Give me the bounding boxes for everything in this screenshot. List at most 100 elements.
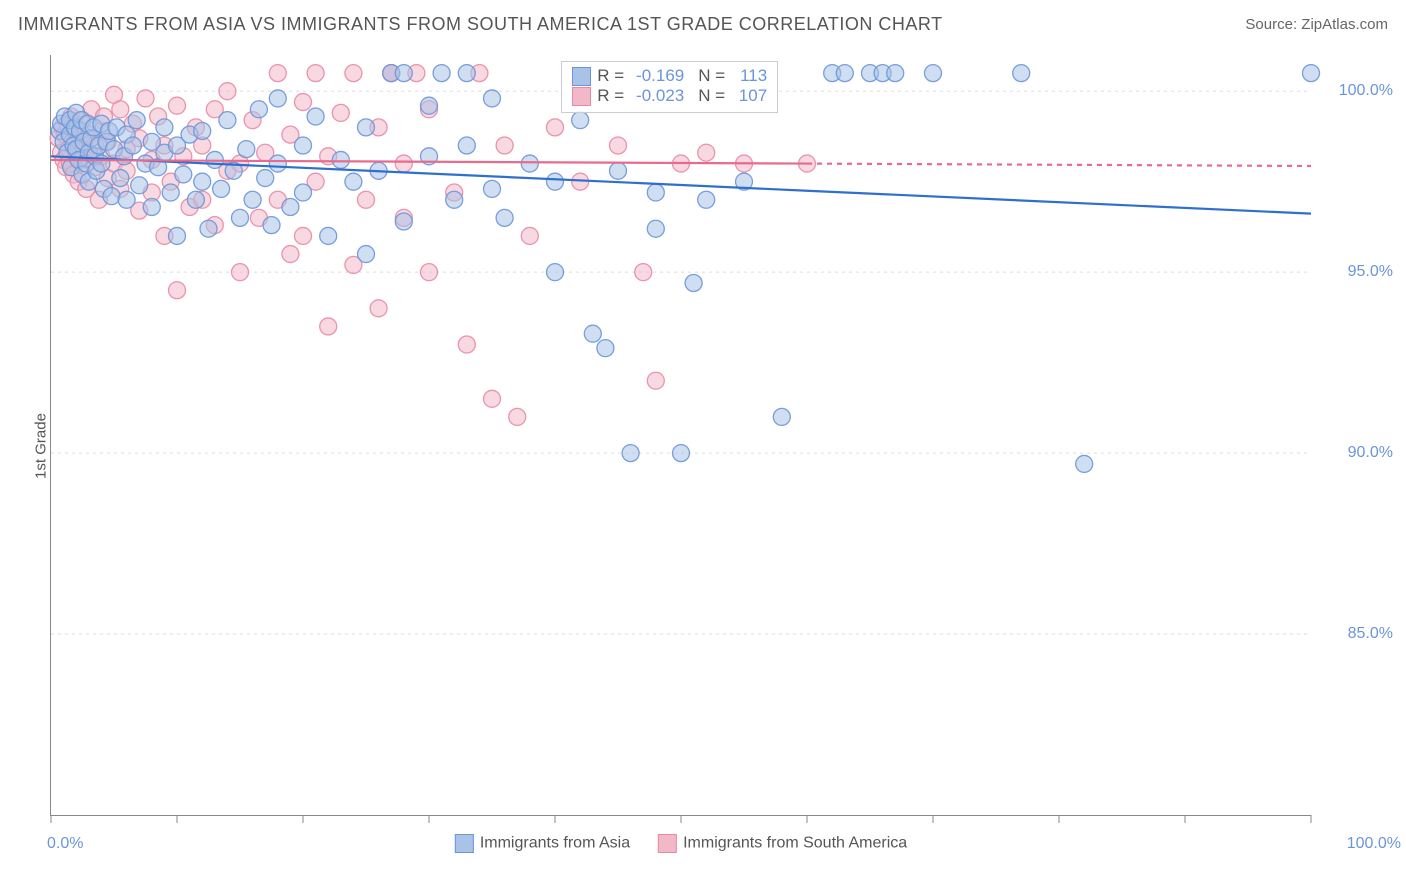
asia-point [295, 137, 312, 154]
asia-point [269, 155, 286, 172]
south_america-point [358, 191, 375, 208]
south_america-legend-swatch [658, 834, 677, 853]
asia-point [421, 97, 438, 114]
stats-row-south_america: R =-0.023N =107 [572, 86, 767, 106]
asia-point [647, 220, 664, 237]
plot-area: ZIPatlas R =-0.169N =113R =-0.023N =107 … [50, 55, 1311, 816]
south_america-regression-extension [807, 164, 1311, 166]
south_america-point [320, 318, 337, 335]
asia-legend-swatch [455, 834, 474, 853]
south_america-point [219, 83, 236, 100]
asia-point [547, 173, 564, 190]
south_america-point [698, 144, 715, 161]
asia-point [446, 191, 463, 208]
asia-point [103, 188, 120, 205]
south_america-legend-label: Immigrants from South America [683, 835, 907, 852]
asia-point [332, 151, 349, 168]
asia-point [496, 209, 513, 226]
asia-point [673, 445, 690, 462]
south_america-point [647, 372, 664, 389]
y-tick-label: 100.0% [1339, 82, 1393, 100]
asia-point [124, 137, 141, 154]
stats-legend-box: R =-0.169N =113R =-0.023N =107 [561, 61, 778, 113]
asia-point [610, 162, 627, 179]
asia-r-value: -0.169 [630, 66, 684, 86]
asia-point [112, 170, 129, 187]
n-label: N = [698, 66, 725, 86]
asia-point [295, 184, 312, 201]
source-name: ZipAtlas.com [1301, 16, 1388, 33]
asia-point [307, 108, 324, 125]
asia-point [925, 65, 942, 82]
south_america-point [370, 300, 387, 317]
stats-row-asia: R =-0.169N =113 [572, 66, 767, 86]
asia-point [194, 123, 211, 140]
asia-point [282, 199, 299, 216]
asia-point [320, 227, 337, 244]
south_america-point [521, 227, 538, 244]
asia-point [433, 65, 450, 82]
legend-item-south_america: Immigrants from South America [658, 834, 907, 853]
y-tick-label: 90.0% [1348, 444, 1393, 462]
south_america-point [421, 264, 438, 281]
y-axis-label: 1st Grade [32, 413, 49, 479]
south_america-point [547, 119, 564, 136]
south_america-point [496, 137, 513, 154]
asia-point [200, 220, 217, 237]
south_america-point [295, 227, 312, 244]
asia-point [162, 184, 179, 201]
asia-point [622, 445, 639, 462]
asia-point [1303, 65, 1320, 82]
asia-point [484, 90, 501, 107]
asia-point [458, 65, 475, 82]
asia-point [597, 340, 614, 357]
south_america-point [458, 336, 475, 353]
asia-point [194, 173, 211, 190]
plot-svg [51, 55, 1311, 815]
asia-point [263, 217, 280, 234]
south_america-point [395, 155, 412, 172]
asia-point [685, 275, 702, 292]
asia-point [584, 325, 601, 342]
r-label: R = [597, 86, 624, 106]
asia-point [213, 180, 230, 197]
south_america-point [484, 390, 501, 407]
asia-point [572, 112, 589, 129]
asia-point [269, 90, 286, 107]
asia-n-value: 113 [731, 66, 767, 86]
asia-point [358, 119, 375, 136]
x-tick-label-max: 100.0% [1347, 835, 1401, 853]
x-tick-label-min: 0.0% [47, 835, 83, 853]
south_america-point [635, 264, 652, 281]
asia-point [484, 180, 501, 197]
asia-point [175, 166, 192, 183]
asia-point [547, 264, 564, 281]
asia-regression-extension [807, 191, 1311, 214]
south_america-point [282, 246, 299, 263]
bottom-legend: Immigrants from AsiaImmigrants from Sout… [455, 834, 907, 853]
asia-point [156, 119, 173, 136]
asia-point [647, 184, 664, 201]
asia-point [238, 141, 255, 158]
south_america-point [137, 90, 154, 107]
asia-point [521, 155, 538, 172]
south_america-point [332, 104, 349, 121]
south_america-point [345, 65, 362, 82]
asia-point [836, 65, 853, 82]
asia-point [887, 65, 904, 82]
n-label: N = [698, 86, 725, 106]
asia-point [169, 227, 186, 244]
asia-swatch [572, 67, 591, 86]
south_america-point [509, 408, 526, 425]
south_america-point [112, 101, 129, 118]
asia-point [257, 170, 274, 187]
asia-point [395, 213, 412, 230]
asia-point [1076, 455, 1093, 472]
source-attribution: Source: ZipAtlas.com [1245, 16, 1388, 33]
south_america-r-value: -0.023 [630, 86, 684, 106]
asia-point [345, 173, 362, 190]
south_america-point [269, 65, 286, 82]
asia-point [1013, 65, 1030, 82]
y-tick-label: 95.0% [1348, 263, 1393, 281]
asia-point [395, 65, 412, 82]
